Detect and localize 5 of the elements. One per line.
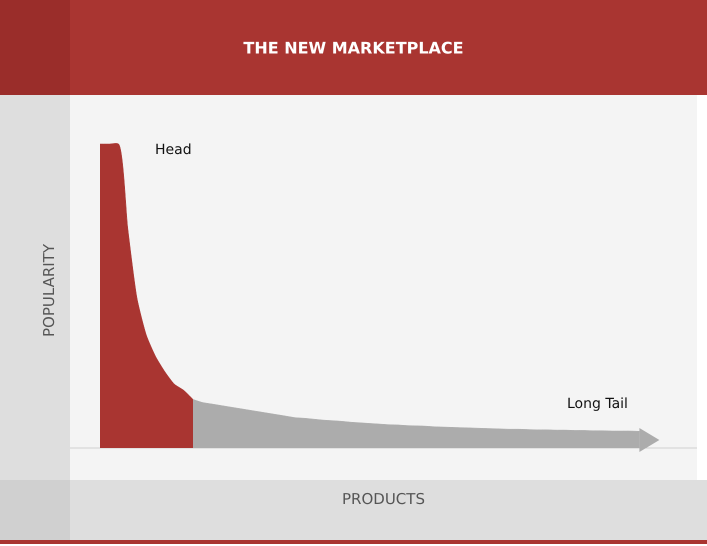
x-axis-title: PRODUCTS [342, 490, 425, 508]
series-label: Long Tail [567, 396, 628, 412]
chart-title: THE NEW MARKETPLACE [243, 38, 464, 58]
y-axis-title: POPULARITY [40, 243, 58, 337]
text: Head [155, 142, 192, 158]
